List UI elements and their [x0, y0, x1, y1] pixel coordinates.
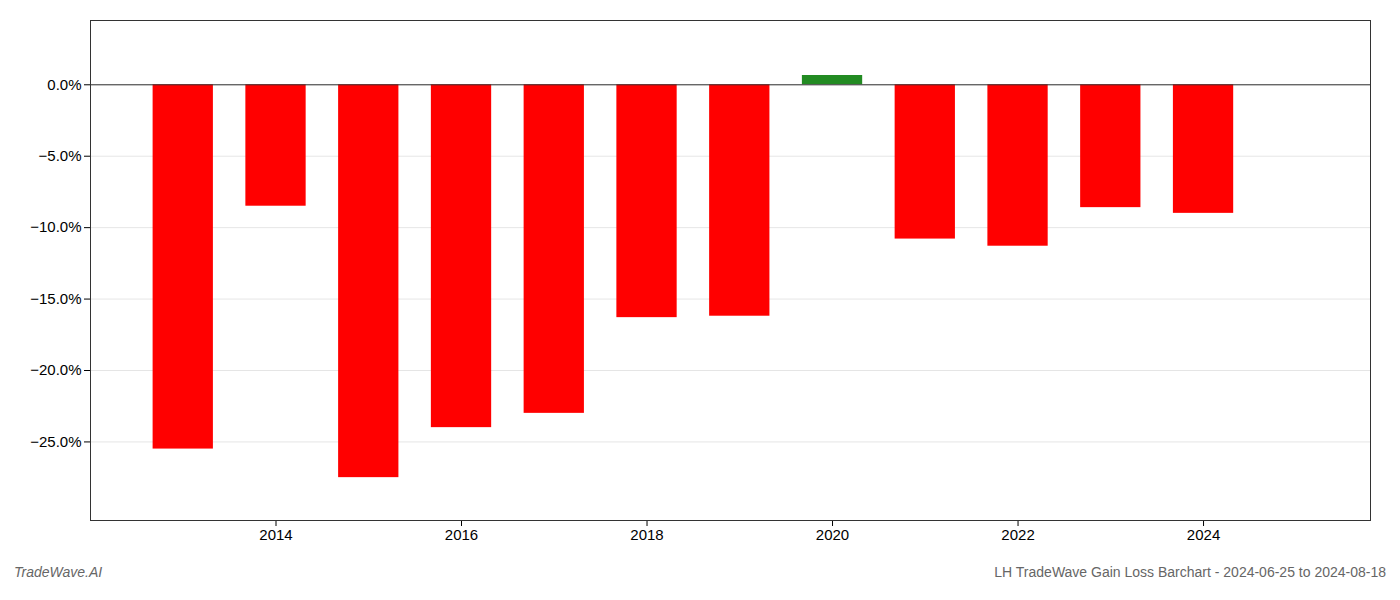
svg-text:2024: 2024 [1187, 526, 1220, 543]
svg-text:2016: 2016 [445, 526, 478, 543]
html-text:TradeWave.AI: TradeWave.AI [14, 564, 103, 580]
svg-text:2018: 2018 [630, 526, 663, 543]
html-text:LH TradeWave Gain Loss Barchar: LH TradeWave Gain Loss Barchart - 2024-0… [994, 564, 1386, 580]
svg-text:0.0%: 0.0% [47, 76, 81, 93]
svg-text:2020: 2020 [816, 526, 849, 543]
svg-text:−20.0%: −20.0% [30, 361, 81, 378]
svg-text:2014: 2014 [259, 526, 292, 543]
svg-text:2022: 2022 [1001, 526, 1034, 543]
svg-text:−10.0%: −10.0% [30, 218, 81, 235]
svg-text:−25.0%: −25.0% [30, 433, 81, 450]
svg-text:−15.0%: −15.0% [30, 290, 81, 307]
svg-text:−5.0%: −5.0% [39, 147, 82, 164]
